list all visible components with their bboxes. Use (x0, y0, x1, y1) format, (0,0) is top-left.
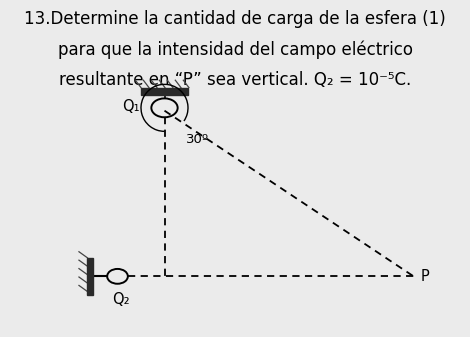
Text: para que la intensidad del campo eléctrico: para que la intensidad del campo eléctri… (57, 40, 413, 59)
Text: resultante en “P” sea vertical. Q₂ = 10⁻⁵C.: resultante en “P” sea vertical. Q₂ = 10⁻… (59, 71, 411, 89)
Text: P: P (421, 269, 430, 284)
Bar (87, 258, 93, 295)
Text: Q₂: Q₂ (112, 292, 130, 307)
Text: 13.Determine la cantidad de carga de la esfera (1): 13.Determine la cantidad de carga de la … (24, 10, 446, 28)
Text: 30º: 30º (186, 133, 209, 146)
Text: Q₁: Q₁ (122, 99, 140, 114)
Bar (141, 88, 188, 95)
